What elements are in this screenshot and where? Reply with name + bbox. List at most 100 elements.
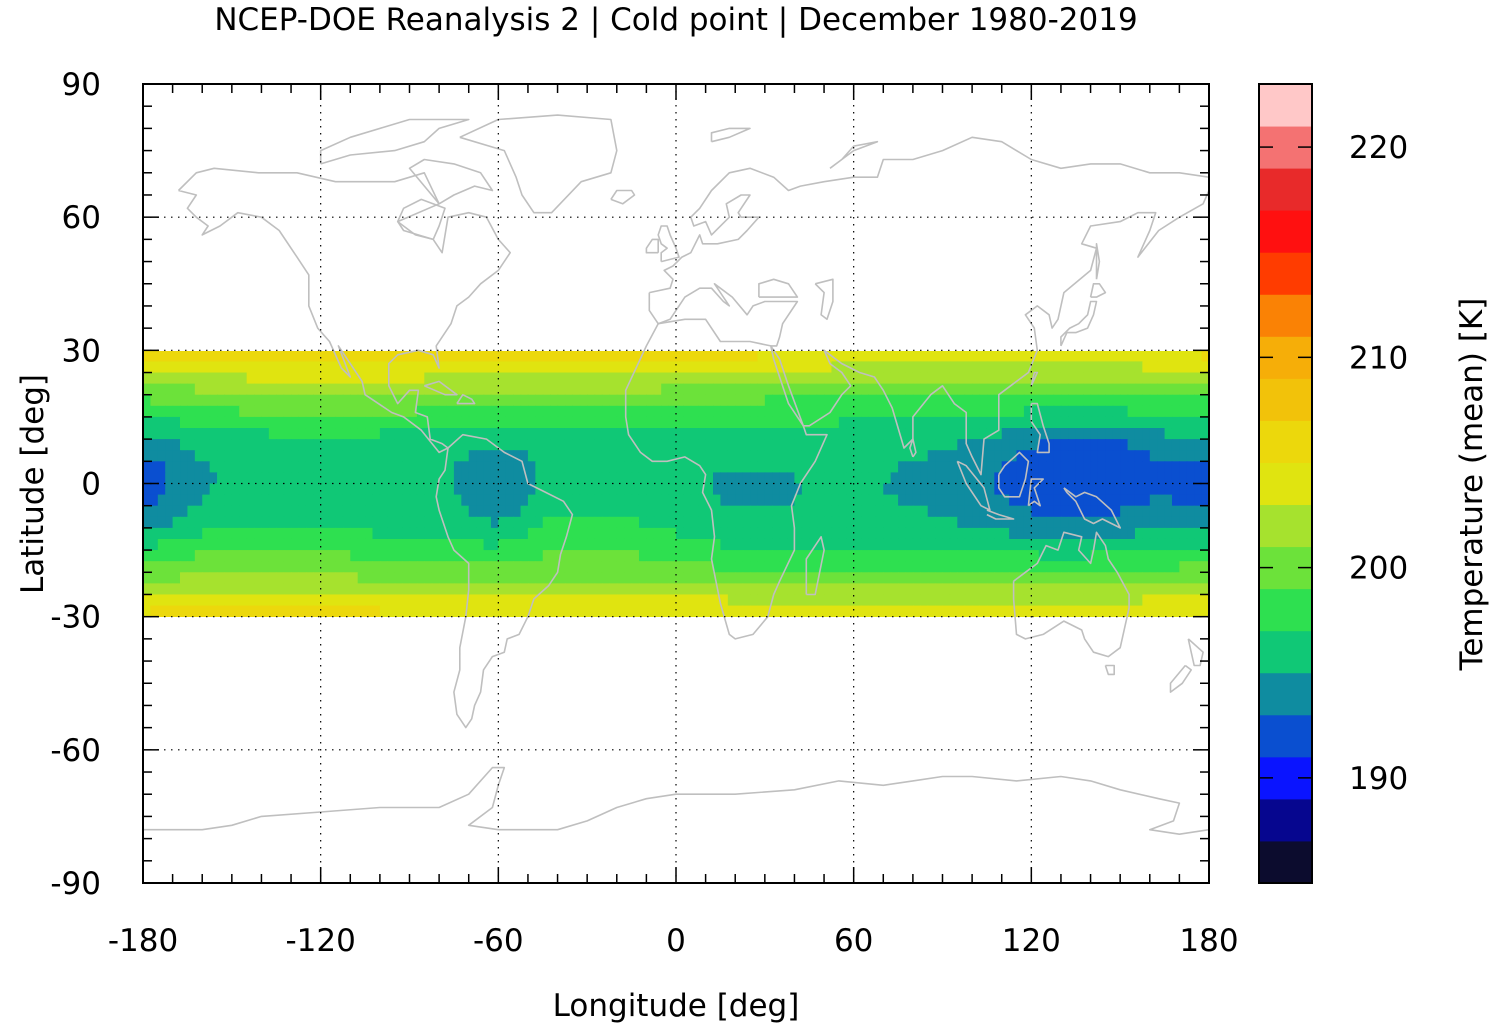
field-cell (742, 561, 751, 573)
x-tick-label: -120 (285, 923, 355, 959)
field-cell (646, 583, 655, 596)
field-cell (1186, 516, 1195, 529)
field-cell (239, 361, 248, 374)
field-cell (446, 450, 455, 462)
field-cell (624, 594, 633, 607)
field-cell (1134, 505, 1143, 518)
field-cell (624, 439, 633, 451)
field-cell (357, 550, 366, 562)
field-cell (735, 428, 744, 440)
field-cell (542, 472, 551, 485)
field-cell (217, 494, 226, 507)
field-cell (853, 527, 862, 540)
field-cell (172, 516, 181, 529)
field-cell (1157, 483, 1166, 496)
field-cell (409, 405, 418, 418)
field-cell (246, 605, 255, 617)
field-cell (690, 472, 699, 485)
field-cell (527, 550, 536, 562)
field-cell (579, 594, 588, 607)
field-cell (416, 439, 425, 451)
field-cell (1179, 561, 1188, 573)
field-cell (239, 394, 248, 407)
field-cell (698, 383, 707, 396)
field-cell (912, 383, 921, 396)
field-cell (550, 561, 559, 573)
field-cell (964, 461, 973, 474)
field-cell (527, 361, 536, 374)
field-cell (787, 483, 796, 496)
field-cell (764, 583, 773, 596)
field-cell (1075, 372, 1084, 385)
field-cell (1016, 605, 1025, 617)
field-cell (1157, 605, 1166, 617)
field-cell (720, 383, 729, 396)
chart-title: NCEP-DOE Reanalysis 2 | Cold point | Dec… (214, 2, 1137, 38)
field-cell (172, 583, 181, 596)
field-cell (1083, 561, 1092, 573)
field-cell (342, 394, 351, 407)
field-cell (1164, 394, 1173, 407)
field-cell (446, 405, 455, 418)
field-cell (387, 605, 396, 617)
field-cell (727, 605, 736, 617)
field-cell (764, 405, 773, 418)
temperature-field (143, 351, 1209, 617)
field-cell (942, 383, 951, 396)
field-cell (949, 450, 958, 462)
field-cell (1038, 550, 1047, 562)
field-cell (912, 550, 921, 562)
field-cell (527, 405, 536, 418)
field-cell (949, 383, 958, 396)
field-cell (661, 372, 670, 385)
field-cell (424, 372, 433, 385)
coastline-sri-lanka (909, 438, 917, 458)
field-cell (601, 416, 610, 429)
field-cell (1009, 550, 1018, 562)
field-cell (461, 450, 470, 462)
field-cell (505, 372, 514, 385)
field-cell (527, 527, 536, 540)
field-cell (853, 361, 862, 374)
field-cell (838, 516, 847, 529)
field-cell (1097, 516, 1106, 529)
field-cell (1031, 428, 1040, 440)
field-cell (394, 405, 403, 418)
field-cell (1186, 527, 1195, 540)
field-cell (757, 605, 766, 617)
field-cell (1134, 416, 1143, 429)
field-cell (498, 405, 507, 418)
field-cell (557, 461, 566, 474)
x-tick-label: 120 (1002, 923, 1061, 959)
field-cell (542, 494, 551, 507)
field-cell (143, 550, 151, 562)
field-cell (868, 361, 877, 374)
field-cell (638, 538, 647, 551)
field-cell (1075, 505, 1084, 518)
field-cell (1186, 572, 1195, 584)
field-cell (224, 472, 233, 485)
field-cell (535, 494, 544, 507)
field-cell (1038, 594, 1047, 607)
field-cell (594, 583, 603, 596)
field-cell (905, 405, 914, 418)
field-cell (1097, 583, 1106, 596)
field-cell (424, 527, 433, 540)
field-cell (209, 372, 218, 385)
field-cell (794, 505, 803, 518)
field-cell (638, 494, 647, 507)
field-cell (1112, 594, 1121, 607)
field-cell (690, 605, 699, 617)
field-cell (320, 527, 329, 540)
field-cell (809, 572, 818, 584)
field-cell (957, 550, 966, 562)
field-cell (1023, 405, 1032, 418)
field-cell (824, 594, 833, 607)
field-cell (246, 405, 255, 418)
field-cell (742, 372, 751, 385)
field-cell (757, 550, 766, 562)
field-cell (394, 472, 403, 485)
field-cell (750, 450, 759, 462)
field-cell (1127, 527, 1136, 540)
field-cell (890, 394, 899, 407)
